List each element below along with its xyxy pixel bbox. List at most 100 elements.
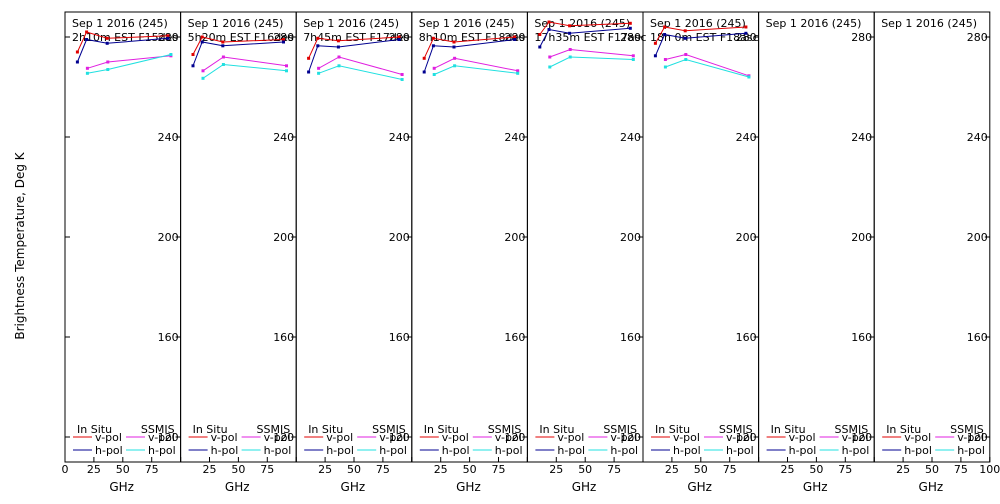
legend-insitu-hpol: h-pol: [211, 444, 239, 457]
x-tick-label: 75: [260, 463, 274, 476]
series-line-ssmis-hpol: [549, 56, 634, 68]
x-axis-label: GHz: [109, 480, 134, 494]
data-point-ssmis-hpol: [516, 71, 520, 75]
x-tick-label: 100: [979, 463, 1000, 476]
y-tick-label: 240: [851, 131, 872, 144]
x-tick-label: 75: [954, 463, 968, 476]
data-point-insitu-hpol: [538, 45, 542, 49]
legend-ssmis-hpol: h-pol: [495, 444, 523, 457]
x-tick-label: 25: [896, 463, 910, 476]
legend-ssmis-hpol: h-pol: [379, 444, 407, 457]
x-axis-label: GHz: [456, 480, 481, 494]
y-tick-label: 240: [736, 131, 757, 144]
legend-insitu-label: In Situ: [539, 423, 574, 436]
data-point-insitu-vpol: [336, 39, 340, 43]
data-point-insitu-vpol: [316, 36, 320, 40]
data-point-ssmis-hpol: [337, 64, 341, 68]
legend-ssmis-vpol: v-pol: [379, 431, 406, 444]
legend-insitu-label: In Situ: [193, 423, 228, 436]
panel-title: Sep 1 2016 (245): [419, 17, 515, 30]
data-point-insitu-vpol: [538, 33, 542, 36]
x-tick-label: 0: [62, 463, 69, 476]
data-point-insitu-hpol: [683, 36, 687, 40]
panel-title: Sep 1 2016 (245): [881, 17, 977, 30]
x-tick-label: 50: [463, 463, 477, 476]
data-point-insitu-hpol: [513, 38, 517, 41]
data-point-ssmis-vpol: [400, 73, 404, 76]
data-point-insitu-vpol: [568, 24, 572, 28]
data-point-ssmis-vpol: [106, 60, 110, 64]
panel-subtitle: 17h35m EST F17asc: [534, 31, 646, 44]
panel-1: Sep 1 2016 (245)2h10m EST F15des12016020…: [62, 11, 182, 494]
data-point-insitu-vpol: [653, 41, 657, 45]
y-tick-label: 280: [851, 31, 872, 44]
panel-2: Sep 1 2016 (245)5h20m EST F16des 120 160 20…: [180, 11, 297, 494]
data-point-ssmis-vpol: [663, 58, 667, 61]
panel-title: Sep 1 2016 (245): [650, 17, 746, 30]
data-point-insitu-hpol: [200, 40, 204, 44]
data-point-insitu-vpol: [452, 40, 456, 44]
series-line-ssmis-vpol: [318, 56, 403, 75]
data-point-ssmis-vpol: [516, 69, 520, 73]
data-point-ssmis-vpol: [548, 55, 552, 59]
data-point-ssmis-vpol: [432, 66, 436, 70]
x-axis-label: GHz: [687, 480, 712, 494]
data-point-insitu-vpol: [221, 40, 225, 44]
x-tick-label: 75: [607, 463, 621, 476]
x-tick-label: 75: [492, 463, 506, 476]
series-line-insitu-vpol: [192, 36, 284, 55]
y-tick-label: 240: [504, 131, 525, 144]
data-point-insitu-vpol: [663, 25, 667, 29]
series-line-insitu-vpol: [308, 36, 400, 59]
legend-insitu-label: In Situ: [77, 423, 112, 436]
legend-ssmis-hpol: h-pol: [842, 444, 870, 457]
panel-title: Sep 1 2016 (245): [766, 17, 862, 30]
y-tick-label: 240: [967, 131, 988, 144]
data-point-ssmis-hpol: [432, 73, 436, 76]
data-point-insitu-vpol: [307, 56, 311, 60]
legend-insitu-vpol: v-pol: [211, 431, 238, 444]
data-point-insitu-vpol: [282, 38, 285, 41]
data-point-insitu-hpol: [75, 60, 79, 64]
x-tick-label: 75: [145, 463, 159, 476]
legend-ssmis-vpol: v-pol: [264, 431, 291, 444]
data-point-ssmis-vpol: [85, 66, 89, 70]
legend-ssmis-vpol: v-pol: [842, 431, 869, 444]
y-tick-label: 280: [620, 31, 641, 44]
legend-ssmis-label: SSMIS: [141, 423, 175, 436]
x-tick-label: 25: [434, 463, 448, 476]
x-tick-label: 75: [838, 463, 852, 476]
data-point-ssmis-hpol: [684, 58, 688, 61]
y-tick-label: 160: [273, 331, 294, 344]
data-point-ssmis-hpol: [568, 55, 572, 59]
y-tick-label: 200: [620, 231, 641, 244]
x-tick-label: 25: [318, 463, 332, 476]
y-tick-label: 200: [967, 231, 988, 244]
data-point-ssmis-vpol: [631, 54, 635, 58]
series-line-insitu-vpol: [76, 31, 168, 53]
panel-title: Sep 1 2016 (245): [303, 17, 399, 30]
data-point-insitu-hpol: [547, 28, 551, 31]
data-point-insitu-hpol: [653, 54, 657, 58]
legend-insitu-hpol: h-pol: [557, 444, 585, 457]
data-point-ssmis-hpol: [106, 68, 110, 71]
data-point-insitu-vpol: [431, 36, 435, 40]
panel-title: Sep 1 2016 (245): [188, 17, 284, 30]
panel-4: Sep 1 2016 (245)8h10m EST F18des12016020…: [411, 11, 528, 494]
legend-insitu-label: In Situ: [655, 423, 690, 436]
legend-insitu-label: In Situ: [308, 423, 343, 436]
data-point-ssmis-vpol: [317, 66, 321, 70]
y-tick-label: 200: [736, 231, 757, 244]
legend-ssmis-label: SSMIS: [488, 423, 522, 436]
legend-insitu-hpol: h-pol: [95, 444, 123, 457]
legend-insitu-label: In Situ: [771, 423, 806, 436]
x-axis-label: GHz: [341, 480, 366, 494]
x-axis-label: GHz: [803, 480, 828, 494]
x-tick-label: 25: [87, 463, 101, 476]
legend-ssmis-label: SSMIS: [603, 423, 637, 436]
y-tick-label: 280: [736, 31, 757, 44]
series-line-insitu-vpol: [423, 36, 515, 59]
data-point-insitu-hpol: [85, 38, 89, 41]
legend-ssmis-label: SSMIS: [950, 423, 984, 436]
